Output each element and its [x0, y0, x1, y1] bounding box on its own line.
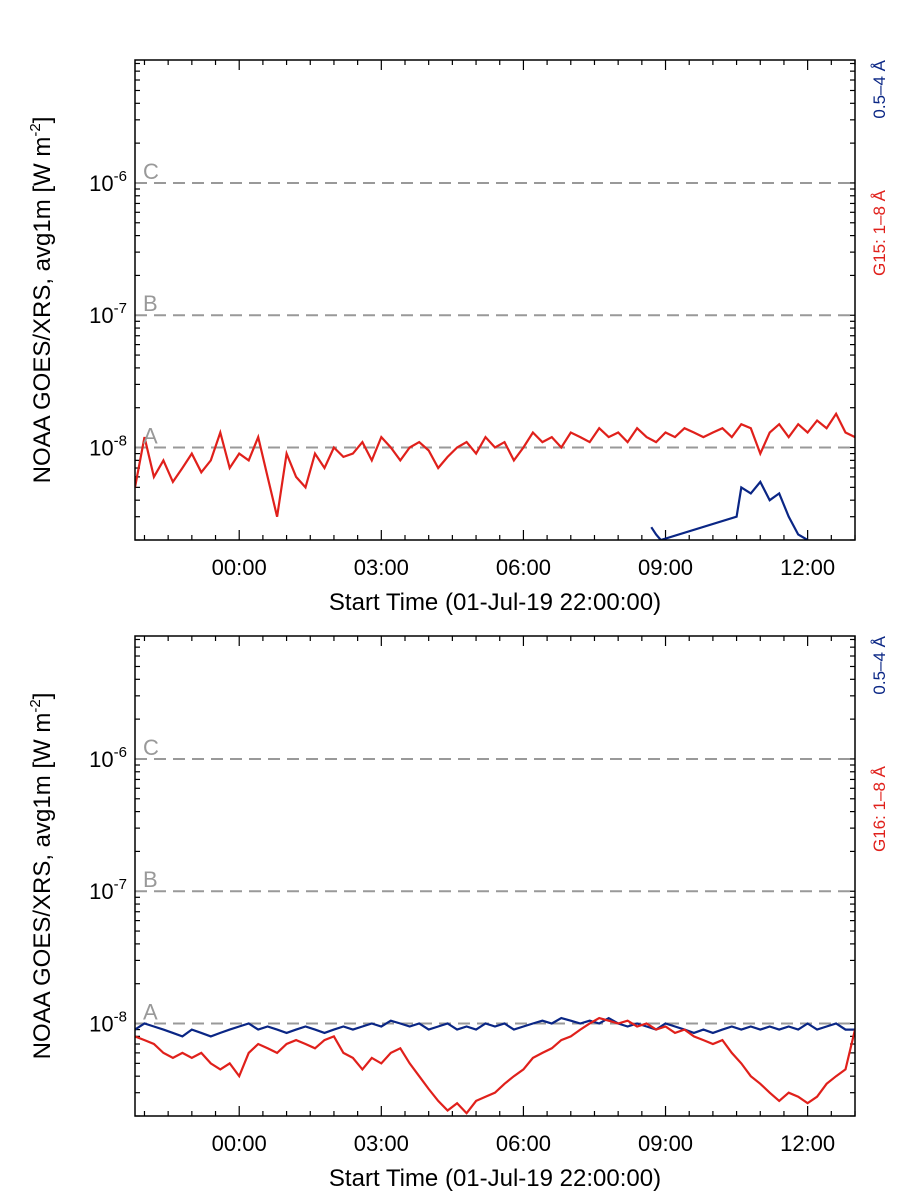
- flare-class-label-b: B: [143, 291, 158, 316]
- x-tick-label: 00:00: [212, 555, 267, 580]
- x-tick-label: 09:00: [638, 555, 693, 580]
- y-minor-ticks: [135, 62, 855, 541]
- panel-bottom: C B A 10-6 10-7 10-8 00:00 03:00 06:00 0…: [27, 635, 889, 1192]
- legend-short-band: 0.5–4 Å: [870, 59, 889, 118]
- x-tick-label: 03:00: [354, 1131, 409, 1156]
- legend-short-band: 0.5–4 Å: [870, 635, 889, 694]
- x-tick-label: 06:00: [496, 1131, 551, 1156]
- x-tick-label: 03:00: [354, 555, 409, 580]
- flare-class-label-c: C: [143, 159, 159, 184]
- x-tick-marks: [143, 636, 856, 1116]
- y-tick-label: 10-8: [89, 1009, 127, 1037]
- y-tick-label: 10-7: [89, 300, 127, 328]
- series-line-g16-short: [135, 1016, 855, 1038]
- flare-class-label-c: C: [143, 735, 159, 760]
- x-tick-label: 12:00: [780, 555, 835, 580]
- x-tick-label: 00:00: [212, 1131, 267, 1156]
- series-line-g16-long: [135, 1016, 855, 1115]
- legend-long-band: G16: 1–8 Å: [870, 765, 889, 852]
- x-tick-label: 12:00: [780, 1131, 835, 1156]
- x-tick-label: 06:00: [496, 555, 551, 580]
- flare-class-label-a: A: [143, 424, 158, 449]
- y-tick-label: 10-7: [89, 876, 127, 904]
- legend-long-band: G15: 1–8 Å: [870, 189, 889, 276]
- series-line-g15-short: [650, 479, 809, 540]
- x-tick-marks: [143, 60, 856, 540]
- x-axis-title: Start Time (01-Jul-19 22:00:00): [329, 1165, 661, 1192]
- y-tick-label: 10-6: [89, 168, 127, 196]
- y-tick-label: 10-6: [89, 744, 127, 772]
- y-tick-label: 10-8: [89, 433, 127, 461]
- plot-frame: [134, 635, 856, 1117]
- panel-top: C B A 10-6 10-7 10-8 00:00 03:00 06:00 0…: [27, 59, 889, 616]
- series-line-g15-long: [135, 411, 855, 517]
- flare-class-label-b: B: [143, 867, 158, 892]
- x-tick-label: 09:00: [638, 1131, 693, 1156]
- x-axis-title: Start Time (01-Jul-19 22:00:00): [329, 589, 661, 616]
- y-axis-title: NOAA GOES/XRS, avg1m [W m-2]: [27, 693, 56, 1060]
- y-minor-ticks: [135, 638, 855, 1117]
- y-axis-title: NOAA GOES/XRS, avg1m [W m-2]: [27, 117, 56, 484]
- plot-frame: [134, 59, 856, 541]
- flare-class-label-a: A: [143, 1000, 158, 1025]
